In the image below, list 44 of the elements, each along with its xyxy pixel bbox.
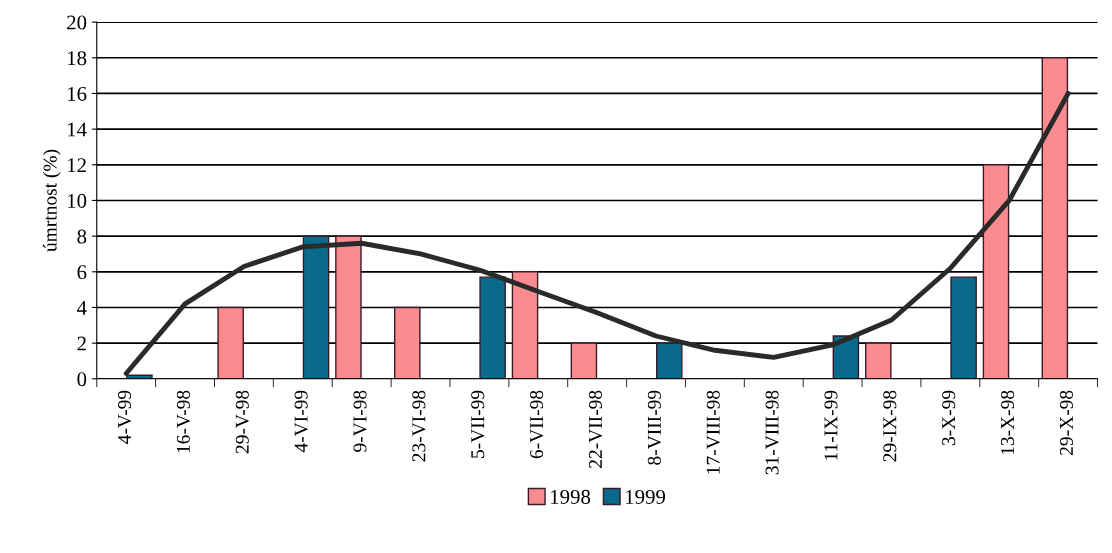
bar <box>335 235 362 379</box>
x-tick-label: 23-VI-98 <box>412 390 426 462</box>
y-tick-label: 16 <box>68 86 87 101</box>
bar <box>302 235 330 379</box>
bar <box>982 164 1010 379</box>
x-tick-label: 9-VI-98 <box>353 390 367 452</box>
legend-label: 1998 <box>551 489 591 504</box>
x-tick-label: 13-X-98 <box>1000 390 1015 455</box>
x-tick-label: 22-VII-98 <box>588 390 603 468</box>
bar <box>217 306 244 379</box>
x-tick-label: 29-IX-98 <box>883 390 897 462</box>
x-tick-label: 6-VII-98 <box>530 390 544 459</box>
y-tick-label: 0 <box>77 372 87 387</box>
x-tick-label: 31-VIII-98 <box>765 390 779 475</box>
y-tick-label: 10 <box>68 193 87 208</box>
y-tick-label: 14 <box>68 122 87 137</box>
bar <box>570 342 598 379</box>
x-tick-label: 29-V-98 <box>235 390 249 454</box>
bar <box>655 342 683 379</box>
x-tick-label: 29-X-98 <box>1059 390 1073 455</box>
x-tick-label: 8-VIII-99 <box>647 390 661 465</box>
bar <box>511 271 539 379</box>
y-tick-label: 20 <box>67 15 87 30</box>
x-tick-label: 16-V-98 <box>176 390 191 453</box>
bar <box>479 276 506 379</box>
x-tick-label: 5-VII-99 <box>471 390 485 458</box>
y-tick-label: 18 <box>68 51 87 66</box>
y-tick-label: 4 <box>77 300 87 315</box>
bar <box>394 306 421 379</box>
x-tick-label: 4-V-99 <box>117 390 132 444</box>
line-series <box>123 91 1071 376</box>
x-tick-label: 17-VIII-98 <box>706 390 720 474</box>
x-tick-label: 4-VI-99 <box>294 390 308 453</box>
y-tick-label: 2 <box>77 336 86 351</box>
y-tick-label: 8 <box>77 229 87 244</box>
legend-label: 1999 <box>626 489 666 504</box>
bar <box>950 276 977 379</box>
y-axis-title: úmrtnost (%) <box>42 149 61 252</box>
x-tick-label: 11-IX-99 <box>824 390 838 460</box>
bar <box>864 342 892 379</box>
bar <box>1041 57 1069 379</box>
y-tick-label: 12 <box>68 158 86 173</box>
x-tick-label: 3-X-99 <box>942 390 956 446</box>
y-tick-label: 6 <box>77 265 87 280</box>
